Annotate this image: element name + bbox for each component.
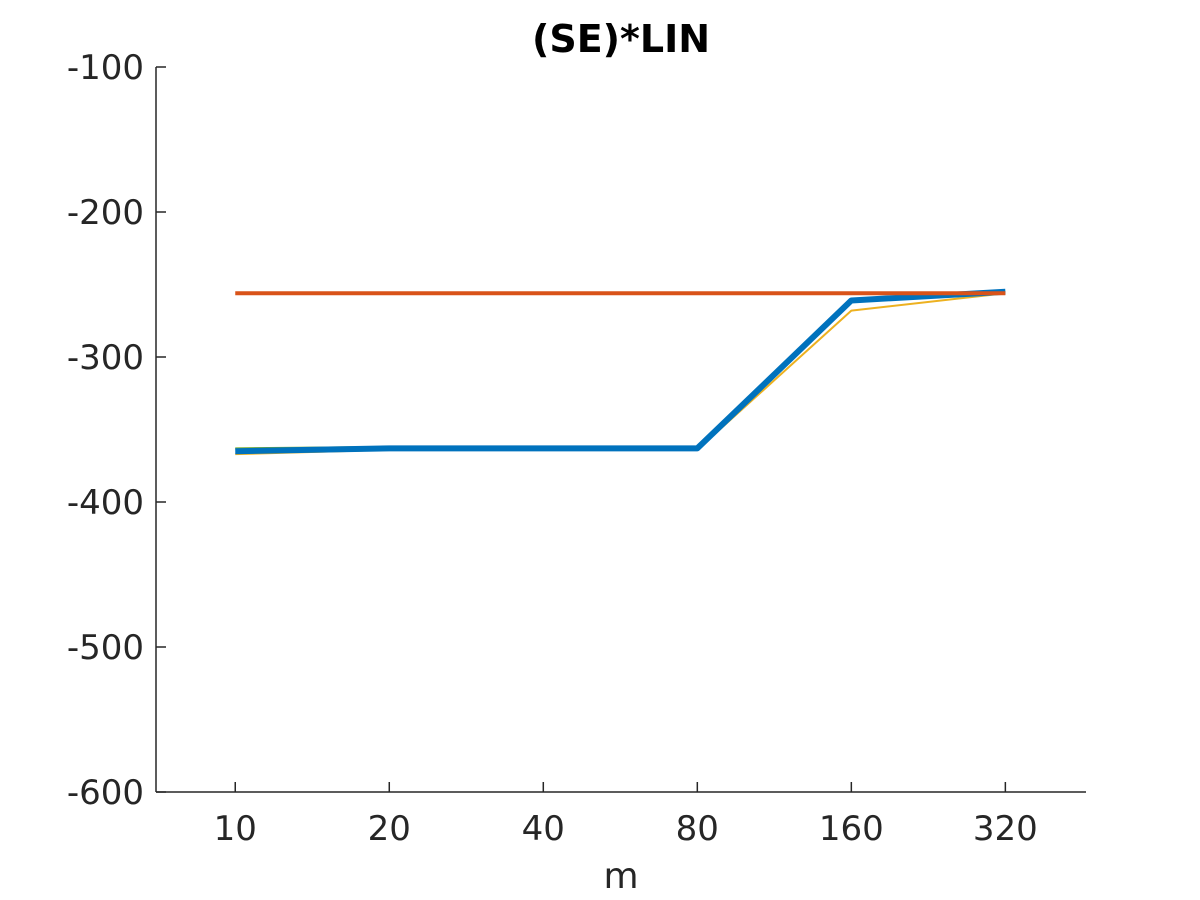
x-ticks: 10 20 40 80 160 320 — [214, 782, 1038, 849]
chart-title: (SE)*LIN — [532, 17, 710, 61]
y-tick-label: -400 — [67, 483, 144, 523]
y-tick-label: -500 — [67, 628, 144, 668]
y-tick-label: -300 — [67, 338, 144, 378]
series-line-3 — [235, 288, 1006, 455]
y-tick-label: -600 — [67, 773, 144, 813]
series-group — [235, 288, 1006, 456]
x-tick-label: 20 — [368, 809, 411, 849]
plot-area — [155, 67, 1086, 793]
x-tick-label: 40 — [522, 809, 565, 849]
x-axis-label: m — [603, 856, 638, 897]
series-line-1 — [235, 292, 1006, 456]
y-tick-label: -200 — [67, 193, 144, 233]
y-ticks: -100 -200 -300 -400 -500 -600 — [67, 48, 166, 813]
x-tick-label: 80 — [676, 809, 719, 849]
series-line-2 — [235, 290, 1006, 450]
x-tick-label: 160 — [819, 809, 884, 849]
x-tick-label: 320 — [973, 809, 1038, 849]
x-tick-label: 10 — [214, 809, 257, 849]
y-tick-label: -100 — [67, 48, 144, 88]
